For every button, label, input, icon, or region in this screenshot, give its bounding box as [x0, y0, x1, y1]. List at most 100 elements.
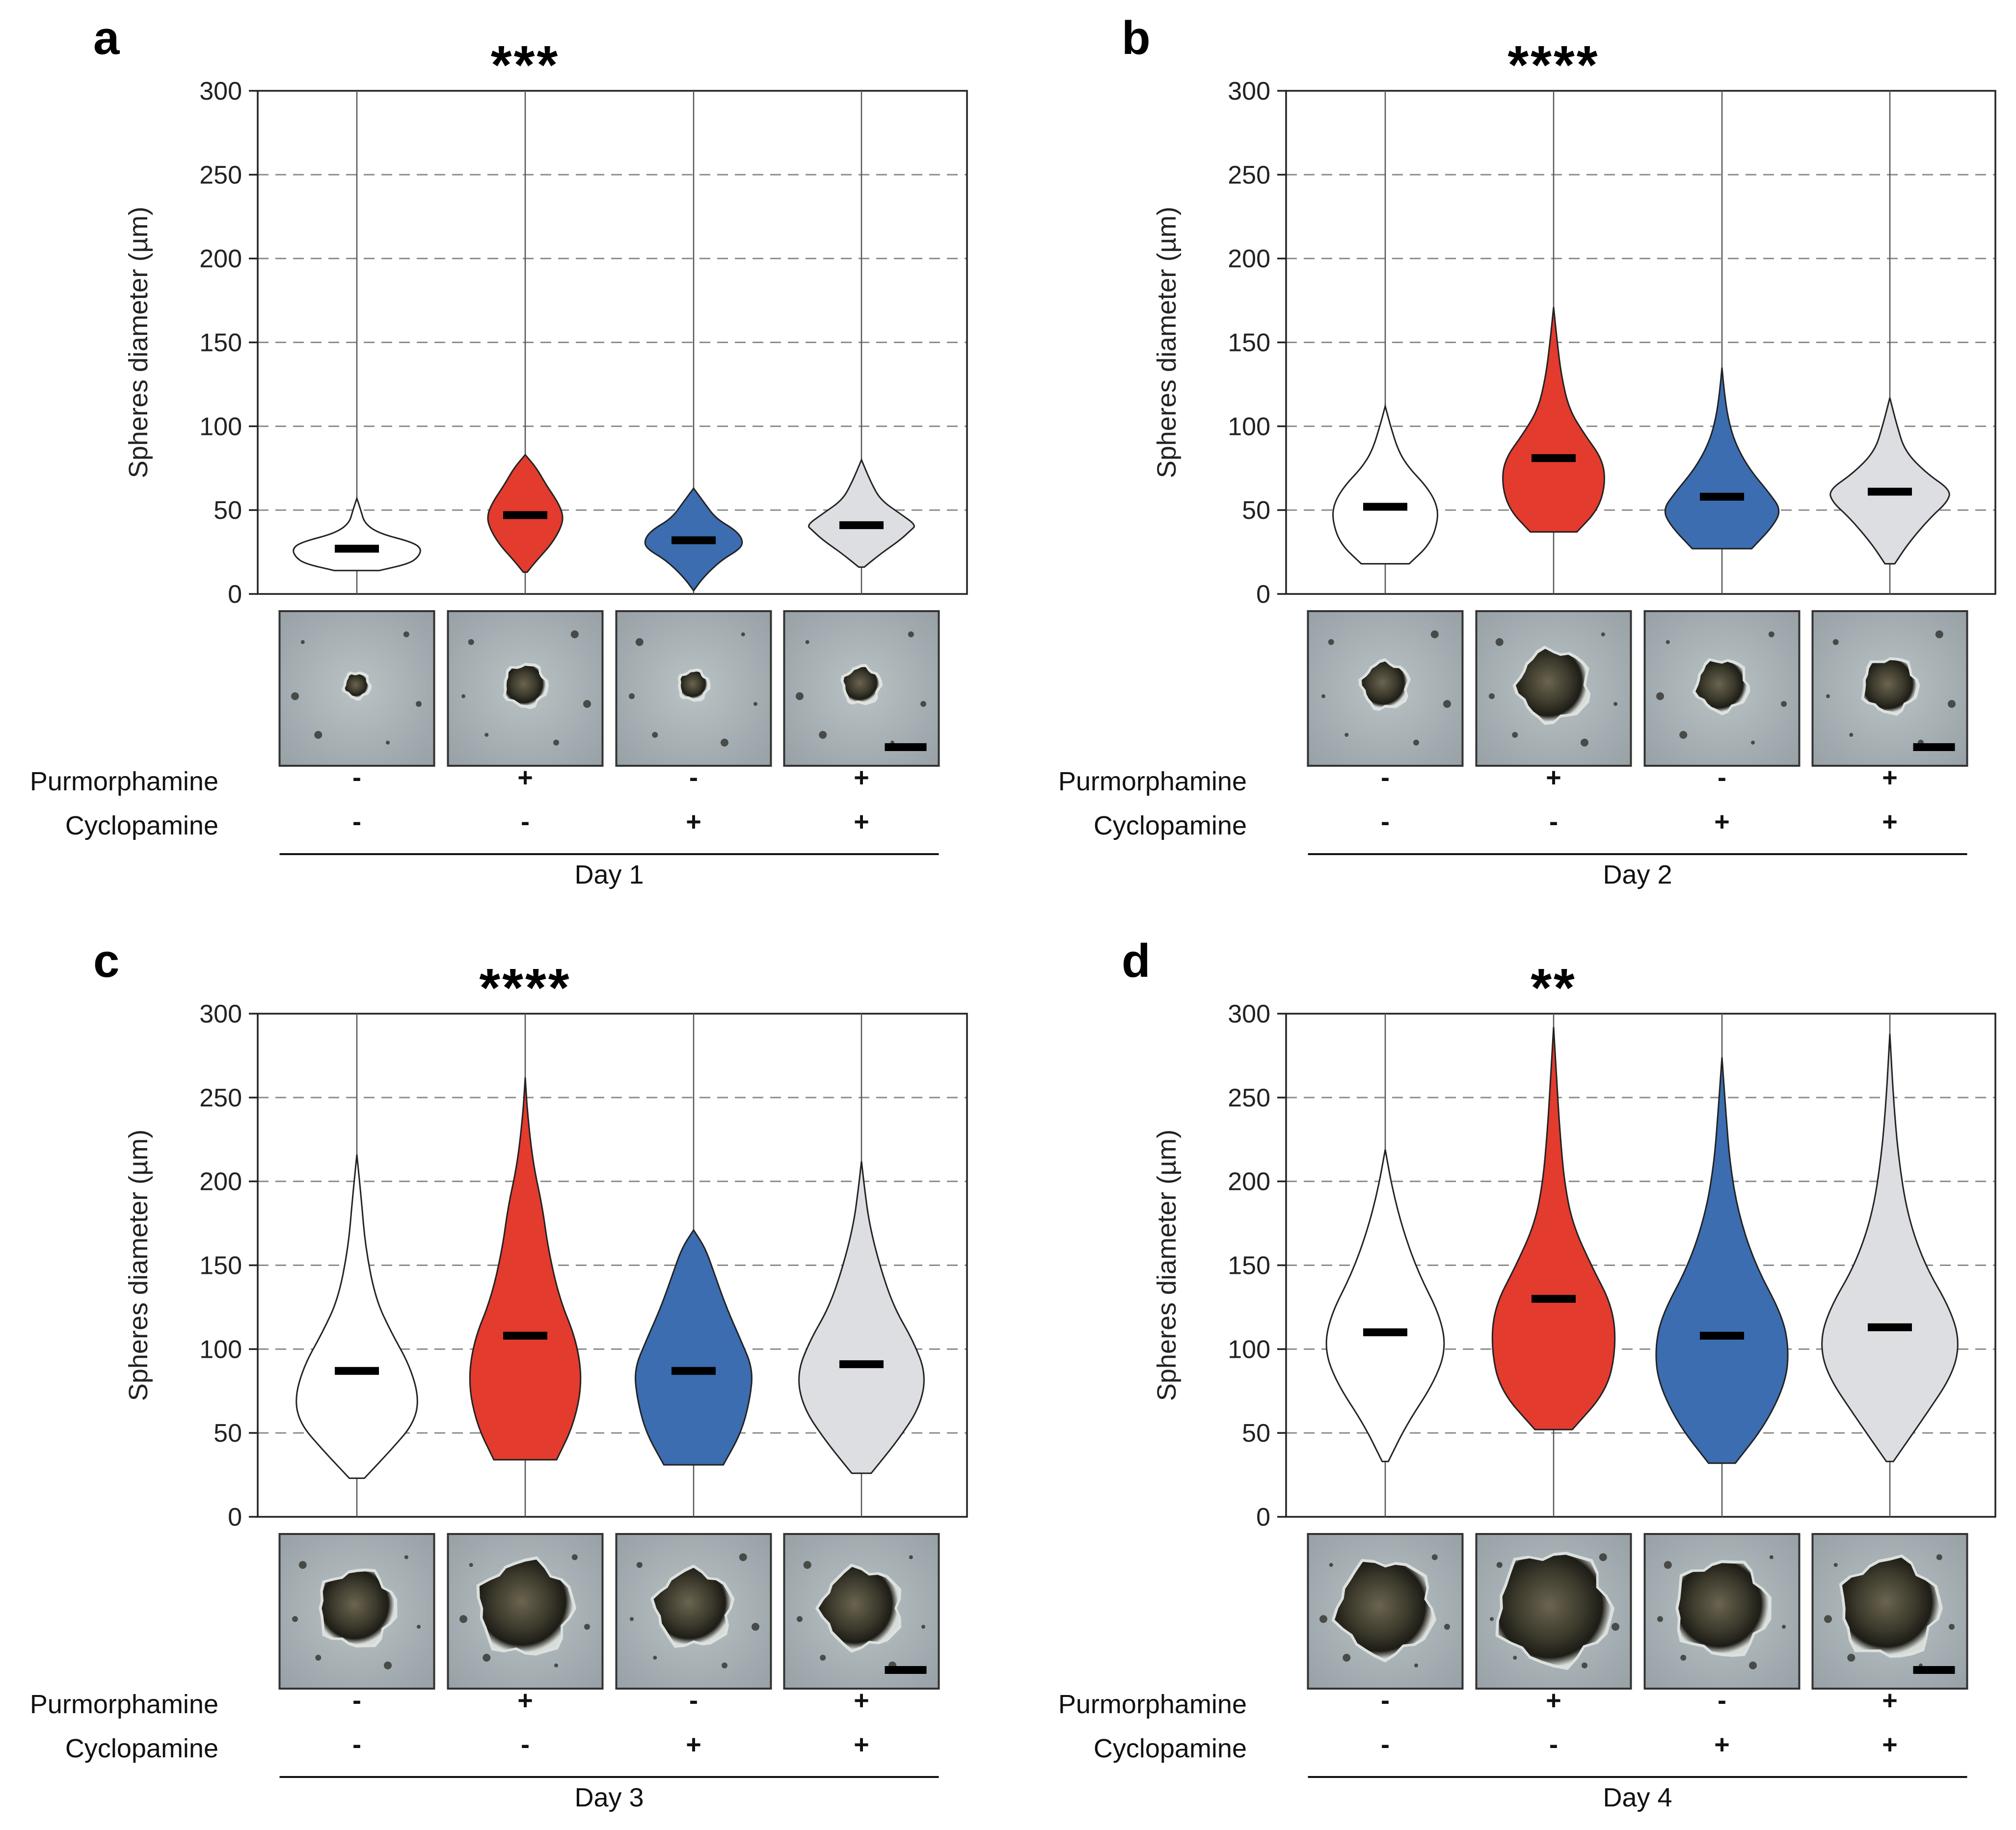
- violin-purmorphamine: [469, 1077, 582, 1461]
- y-tick-label: 50: [1242, 496, 1270, 525]
- sphere-micrograph: [1643, 1533, 1801, 1690]
- y-tick-label: 200: [199, 1168, 242, 1196]
- debris-dot: [461, 694, 465, 699]
- debris-dot: [741, 632, 745, 637]
- sphere-cluster: [1498, 1555, 1612, 1667]
- cyclopamine-sign: +: [1714, 807, 1730, 836]
- violin-purmorphamine-cyclopamine: [808, 458, 915, 568]
- debris-dot: [652, 732, 658, 738]
- row-label-cyclopamine: Cyclopamine: [65, 1734, 218, 1763]
- debris-dot: [920, 701, 926, 707]
- violin-control: [1325, 1149, 1445, 1462]
- debris-dot: [752, 1623, 759, 1631]
- debris-dot: [1833, 1563, 1838, 1567]
- sphere-cluster: [1516, 648, 1588, 722]
- row-label-purmorphamine: Purmorphamine: [30, 1690, 218, 1719]
- cyclopamine-sign: -: [521, 1730, 530, 1759]
- debris-dot: [403, 631, 409, 638]
- significance-stars: ****: [1507, 35, 1599, 95]
- debris-dot: [797, 1616, 803, 1622]
- debris-dot: [1935, 630, 1943, 639]
- panel-letter: a: [93, 12, 120, 64]
- debris-dot: [1329, 1563, 1333, 1567]
- y-tick-label: 0: [228, 580, 242, 609]
- debris-dot: [483, 1654, 491, 1662]
- cyclopamine-sign: +: [1882, 807, 1898, 836]
- sphere-cluster: [843, 667, 880, 702]
- debris-dot: [1513, 1656, 1517, 1660]
- purmorphamine-sign: -: [352, 763, 361, 792]
- y-tick-label: 250: [199, 161, 242, 189]
- cyclopamine-sign: +: [686, 1730, 701, 1759]
- y-tick-label: 0: [1256, 1503, 1270, 1532]
- violin-cyclopamine: [1664, 367, 1780, 550]
- debris-dot: [1936, 1554, 1942, 1561]
- panel-letter: d: [1122, 935, 1151, 987]
- debris-dot: [554, 1663, 558, 1668]
- y-tick-label: 50: [214, 496, 242, 525]
- debris-dot: [796, 692, 804, 700]
- debris-dot: [1832, 639, 1839, 645]
- purmorphamine-sign: +: [854, 1686, 869, 1715]
- debris-dot: [1495, 638, 1504, 646]
- purmorphamine-sign: +: [517, 763, 533, 792]
- debris-dot: [1847, 1654, 1855, 1662]
- violin-purmorphamine: [1491, 1027, 1616, 1430]
- micrograph-frame: [278, 610, 435, 767]
- debris-dot: [1599, 1553, 1607, 1561]
- y-tick-label: 300: [1228, 1000, 1270, 1028]
- sphere-micrograph: [1643, 610, 1801, 767]
- sphere-cluster: [479, 1560, 573, 1653]
- debris-dot: [1582, 1662, 1587, 1669]
- sphere-micrograph: [1475, 610, 1632, 767]
- micrograph-frame: [615, 1533, 772, 1690]
- debris-dot: [553, 739, 559, 746]
- purmorphamine-sign: -: [352, 1686, 361, 1715]
- debris-dot: [921, 1625, 925, 1629]
- sphere-cluster: [1695, 661, 1747, 712]
- debris-dot: [1751, 740, 1755, 745]
- debris-dot: [636, 1562, 643, 1568]
- micrograph-frame: [1811, 1533, 1968, 1690]
- debris-dot: [484, 733, 489, 737]
- purmorphamine-sign: +: [854, 763, 869, 792]
- y-tick-label: 200: [1228, 1168, 1270, 1196]
- row-label-purmorphamine: Purmorphamine: [1058, 1690, 1247, 1719]
- violin-control: [293, 496, 421, 571]
- violin-cyclopamine: [1655, 1057, 1789, 1464]
- purmorphamine-sign: -: [1381, 763, 1390, 792]
- debris-dot: [1656, 692, 1664, 700]
- debris-dot: [1781, 701, 1787, 707]
- purmorphamine-sign: +: [1882, 1686, 1898, 1715]
- debris-dot: [469, 1563, 473, 1567]
- debris-dot: [386, 740, 390, 745]
- debris-dot: [819, 731, 827, 739]
- day-label: Day 1: [574, 860, 644, 889]
- y-tick-label: 150: [1228, 329, 1270, 357]
- debris-dot: [1664, 1561, 1672, 1569]
- debris-dot: [1768, 631, 1774, 638]
- debris-dot: [1680, 1655, 1687, 1661]
- row-label-cyclopamine: Cyclopamine: [65, 811, 218, 840]
- y-tick-label: 100: [1228, 412, 1270, 441]
- significance-stars: **: [1531, 958, 1577, 1018]
- panel-b: b **** 0 50 100 150 200 250 300 Spheres diameter …: [1058, 12, 1996, 889]
- cyclopamine-sign: -: [1549, 1730, 1558, 1759]
- debris-dot: [404, 1555, 408, 1560]
- y-tick-label: 100: [199, 1335, 242, 1364]
- debris-dot: [803, 1561, 811, 1569]
- y-axis-label: Spheres diameter (µm): [1152, 1130, 1182, 1401]
- micrograph-frame: [783, 610, 940, 767]
- y-tick-label: 0: [1256, 580, 1270, 609]
- sphere-cluster: [322, 1571, 395, 1645]
- violin-cyclopamine: [635, 1229, 753, 1466]
- cyclopamine-sign: -: [521, 807, 530, 836]
- purmorphamine-sign: -: [1381, 1686, 1390, 1715]
- day-label: Day 3: [574, 1783, 644, 1812]
- debris-dot: [909, 1555, 913, 1560]
- cyclopamine-sign: -: [1381, 1730, 1390, 1759]
- panel-c: c **** 0 50 100 150 200 250 300 Spheres diameter …: [30, 935, 968, 1812]
- micrograph-frame: [278, 1533, 435, 1690]
- debris-dot: [1749, 1661, 1757, 1669]
